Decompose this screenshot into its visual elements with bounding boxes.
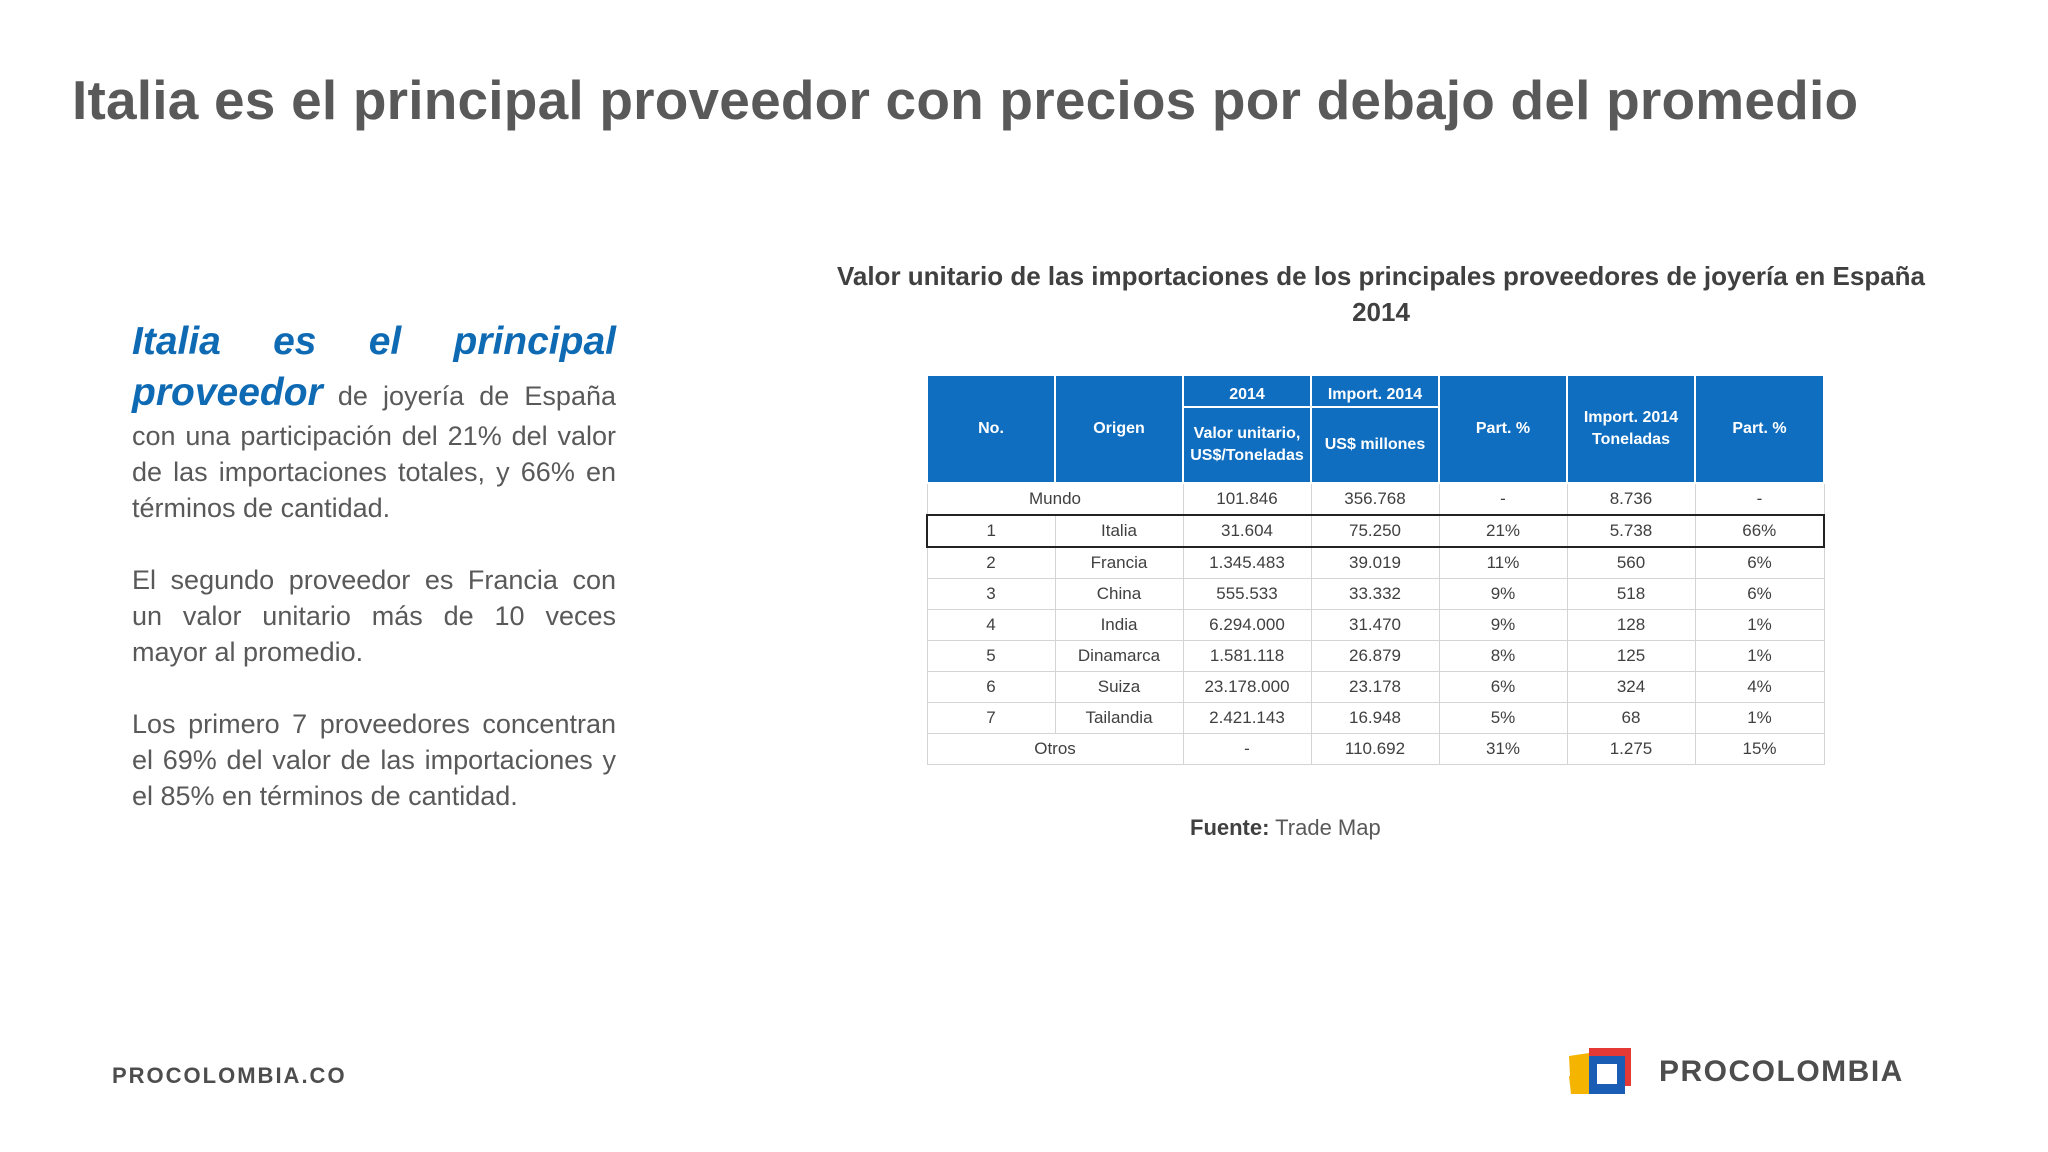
header-origen: Origen (1054, 374, 1184, 484)
cell: 2 (926, 546, 1056, 579)
cell: 128 (1566, 609, 1696, 641)
cell: 21% (1438, 514, 1568, 548)
cell: Mundo (926, 482, 1184, 516)
cell: China (1054, 578, 1184, 610)
cell: 6% (1694, 578, 1825, 610)
table-row: 7 Tailandia 2.421.143 16.948 5% 68 1% (926, 702, 1825, 734)
cell: Otros (926, 733, 1184, 765)
cell: 1% (1694, 609, 1825, 641)
cell: 3 (926, 578, 1056, 610)
cell: 110.692 (1310, 733, 1440, 765)
table-row: 5 Dinamarca 1.581.118 26.879 8% 125 1% (926, 640, 1825, 672)
cell: 1% (1694, 640, 1825, 672)
cell: 6% (1438, 671, 1568, 703)
cell: 2.421.143 (1182, 702, 1312, 734)
paragraph-3: Los primero 7 proveedores concentran el … (132, 709, 616, 811)
table-row: 2 Francia 1.345.483 39.019 11% 560 6% (926, 546, 1825, 579)
cell: India (1054, 609, 1184, 641)
cell: 1.345.483 (1182, 546, 1312, 579)
table-row-highlighted: 1 Italia 31.604 75.250 21% 5.738 66% (926, 514, 1825, 548)
header-part-quantity: Part. % (1694, 374, 1825, 484)
cell: 8% (1438, 640, 1568, 672)
cell: 6 (926, 671, 1056, 703)
cell: 31.470 (1310, 609, 1440, 641)
cell: 560 (1566, 546, 1696, 579)
cell: 6% (1694, 546, 1825, 579)
source-note: Fuente: Trade Map (1190, 815, 1381, 841)
cell: 16.948 (1310, 702, 1440, 734)
cell: Francia (1054, 546, 1184, 579)
cell: 31.604 (1182, 514, 1312, 548)
table-row: 4 India 6.294.000 31.470 9% 128 1% (926, 609, 1825, 641)
source-value: Trade Map (1269, 815, 1381, 840)
cell: 23.178.000 (1182, 671, 1312, 703)
cell: Tailandia (1054, 702, 1184, 734)
cell: 4% (1694, 671, 1825, 703)
header-usd-millones: US$ millones (1310, 406, 1440, 484)
cell: 1 (926, 514, 1056, 548)
cell: 324 (1566, 671, 1696, 703)
header-part-value: Part. % (1438, 374, 1568, 484)
cell: 518 (1566, 578, 1696, 610)
cell: - (1694, 482, 1825, 516)
page-title: Italia es el principal proveedor con pre… (72, 69, 1859, 131)
cell: 1.275 (1566, 733, 1696, 765)
cell: 75.250 (1310, 514, 1440, 548)
header-import-toneladas: Import. 2014 Toneladas (1566, 374, 1696, 484)
header-valor-unitario: Valor unitario, US$/Toneladas (1182, 406, 1312, 484)
procolombia-logo-icon (1569, 1048, 1631, 1094)
logo-text: PROCOLOMBIA (1659, 1055, 1904, 1088)
cell: 5 (926, 640, 1056, 672)
cell: 66% (1694, 514, 1825, 548)
cell: 9% (1438, 609, 1568, 641)
cell: 31% (1438, 733, 1568, 765)
cell: 1.581.118 (1182, 640, 1312, 672)
table-row-mundo: Mundo 101.846 356.768 - 8.736 - (926, 482, 1825, 516)
cell: 125 (1566, 640, 1696, 672)
cell: 6.294.000 (1182, 609, 1312, 641)
cell: 555.533 (1182, 578, 1312, 610)
header-no: No. (926, 374, 1056, 484)
table-row: 3 China 555.533 33.332 9% 518 6% (926, 578, 1825, 610)
cell: 4 (926, 609, 1056, 641)
cell: - (1438, 482, 1568, 516)
header-year: 2014 (1182, 374, 1312, 408)
cell: 356.768 (1310, 482, 1440, 516)
cell: 1% (1694, 702, 1825, 734)
summary-text: Italia es el principal proveedor de joye… (132, 316, 616, 850)
cell: 33.332 (1310, 578, 1440, 610)
cell: 8.736 (1566, 482, 1696, 516)
lead-emphasis: Italia es el principal proveedor (132, 320, 616, 414)
cell: 39.019 (1310, 546, 1440, 579)
cell: Dinamarca (1054, 640, 1184, 672)
cell: 15% (1694, 733, 1825, 765)
cell: 101.846 (1182, 482, 1312, 516)
footer-url: PROCOLOMBIA.CO (112, 1063, 347, 1088)
table-row: 6 Suiza 23.178.000 23.178 6% 324 4% (926, 671, 1825, 703)
header-import-2014: Import. 2014 (1310, 374, 1440, 408)
cell: 68 (1566, 702, 1696, 734)
table-row-otros: Otros - 110.692 31% 1.275 15% (926, 733, 1825, 765)
cell: 7 (926, 702, 1056, 734)
lead-rest: de joyería de España con una participaci… (132, 381, 616, 523)
cell: 26.879 (1310, 640, 1440, 672)
cell: 9% (1438, 578, 1568, 610)
paragraph-1: Italia es el principal proveedor de joye… (132, 316, 616, 526)
suppliers-table: No. Origen 2014 Import. 2014 Part. % Imp… (926, 374, 1825, 765)
cell: Suiza (1054, 671, 1184, 703)
cell: 23.178 (1310, 671, 1440, 703)
cell: 5.738 (1566, 514, 1696, 548)
cell: - (1182, 733, 1312, 765)
procolombia-logo: PROCOLOMBIA (1567, 1046, 1904, 1098)
paragraph-2: El segundo proveedor es Francia con un v… (132, 565, 616, 667)
cell: 5% (1438, 702, 1568, 734)
table-title: Valor unitario de las importaciones de l… (836, 261, 1926, 327)
cell: Italia (1054, 514, 1184, 548)
source-label: Fuente: (1190, 815, 1270, 840)
cell: 11% (1438, 546, 1568, 579)
